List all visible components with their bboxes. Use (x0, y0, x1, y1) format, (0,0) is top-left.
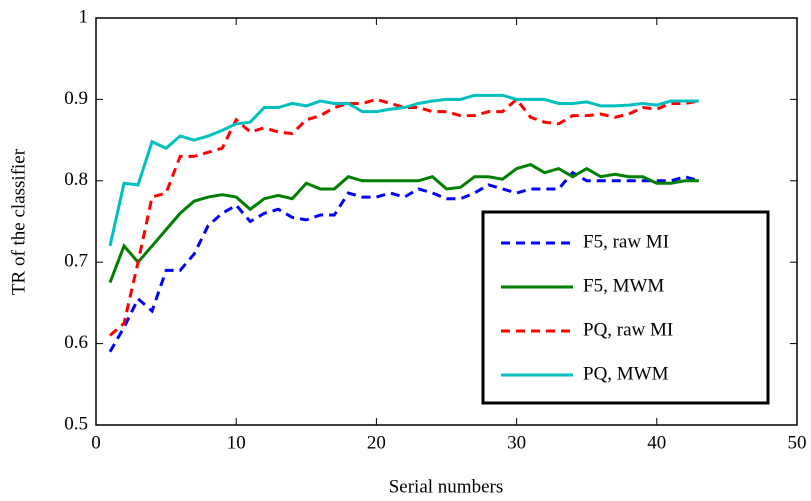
plot-frame (95, 17, 798, 426)
x-axis-label: Serial numbers (389, 476, 504, 497)
series-line (109, 97, 700, 337)
x-tick-label: 10 (227, 432, 246, 453)
x-tick-label: 30 (507, 432, 526, 453)
legend-label: F5, MWM (583, 275, 664, 296)
legend-label: PQ, MWM (583, 363, 669, 384)
x-tick-label: 40 (647, 432, 666, 453)
x-tick-label: 50 (788, 432, 807, 453)
y-tick-label: 1 (79, 6, 89, 27)
y-axis-label: TR of the classifier (8, 148, 29, 295)
x-tick-label: 0 (91, 432, 101, 453)
legend-label: F5, raw MI (583, 231, 669, 252)
y-tick-label: 0.9 (64, 88, 88, 109)
series-line (108, 170, 700, 353)
series-line (108, 93, 699, 247)
y-tick-label: 0.5 (64, 413, 88, 434)
y-tick-label: 0.6 (64, 332, 88, 353)
legend-label: PQ, raw MI (583, 319, 673, 340)
y-tick-label: 0.7 (64, 251, 88, 272)
x-tick-label: 20 (367, 432, 386, 453)
legend-box (481, 210, 770, 405)
series-line (108, 162, 699, 284)
y-tick-label: 0.8 (64, 169, 88, 190)
